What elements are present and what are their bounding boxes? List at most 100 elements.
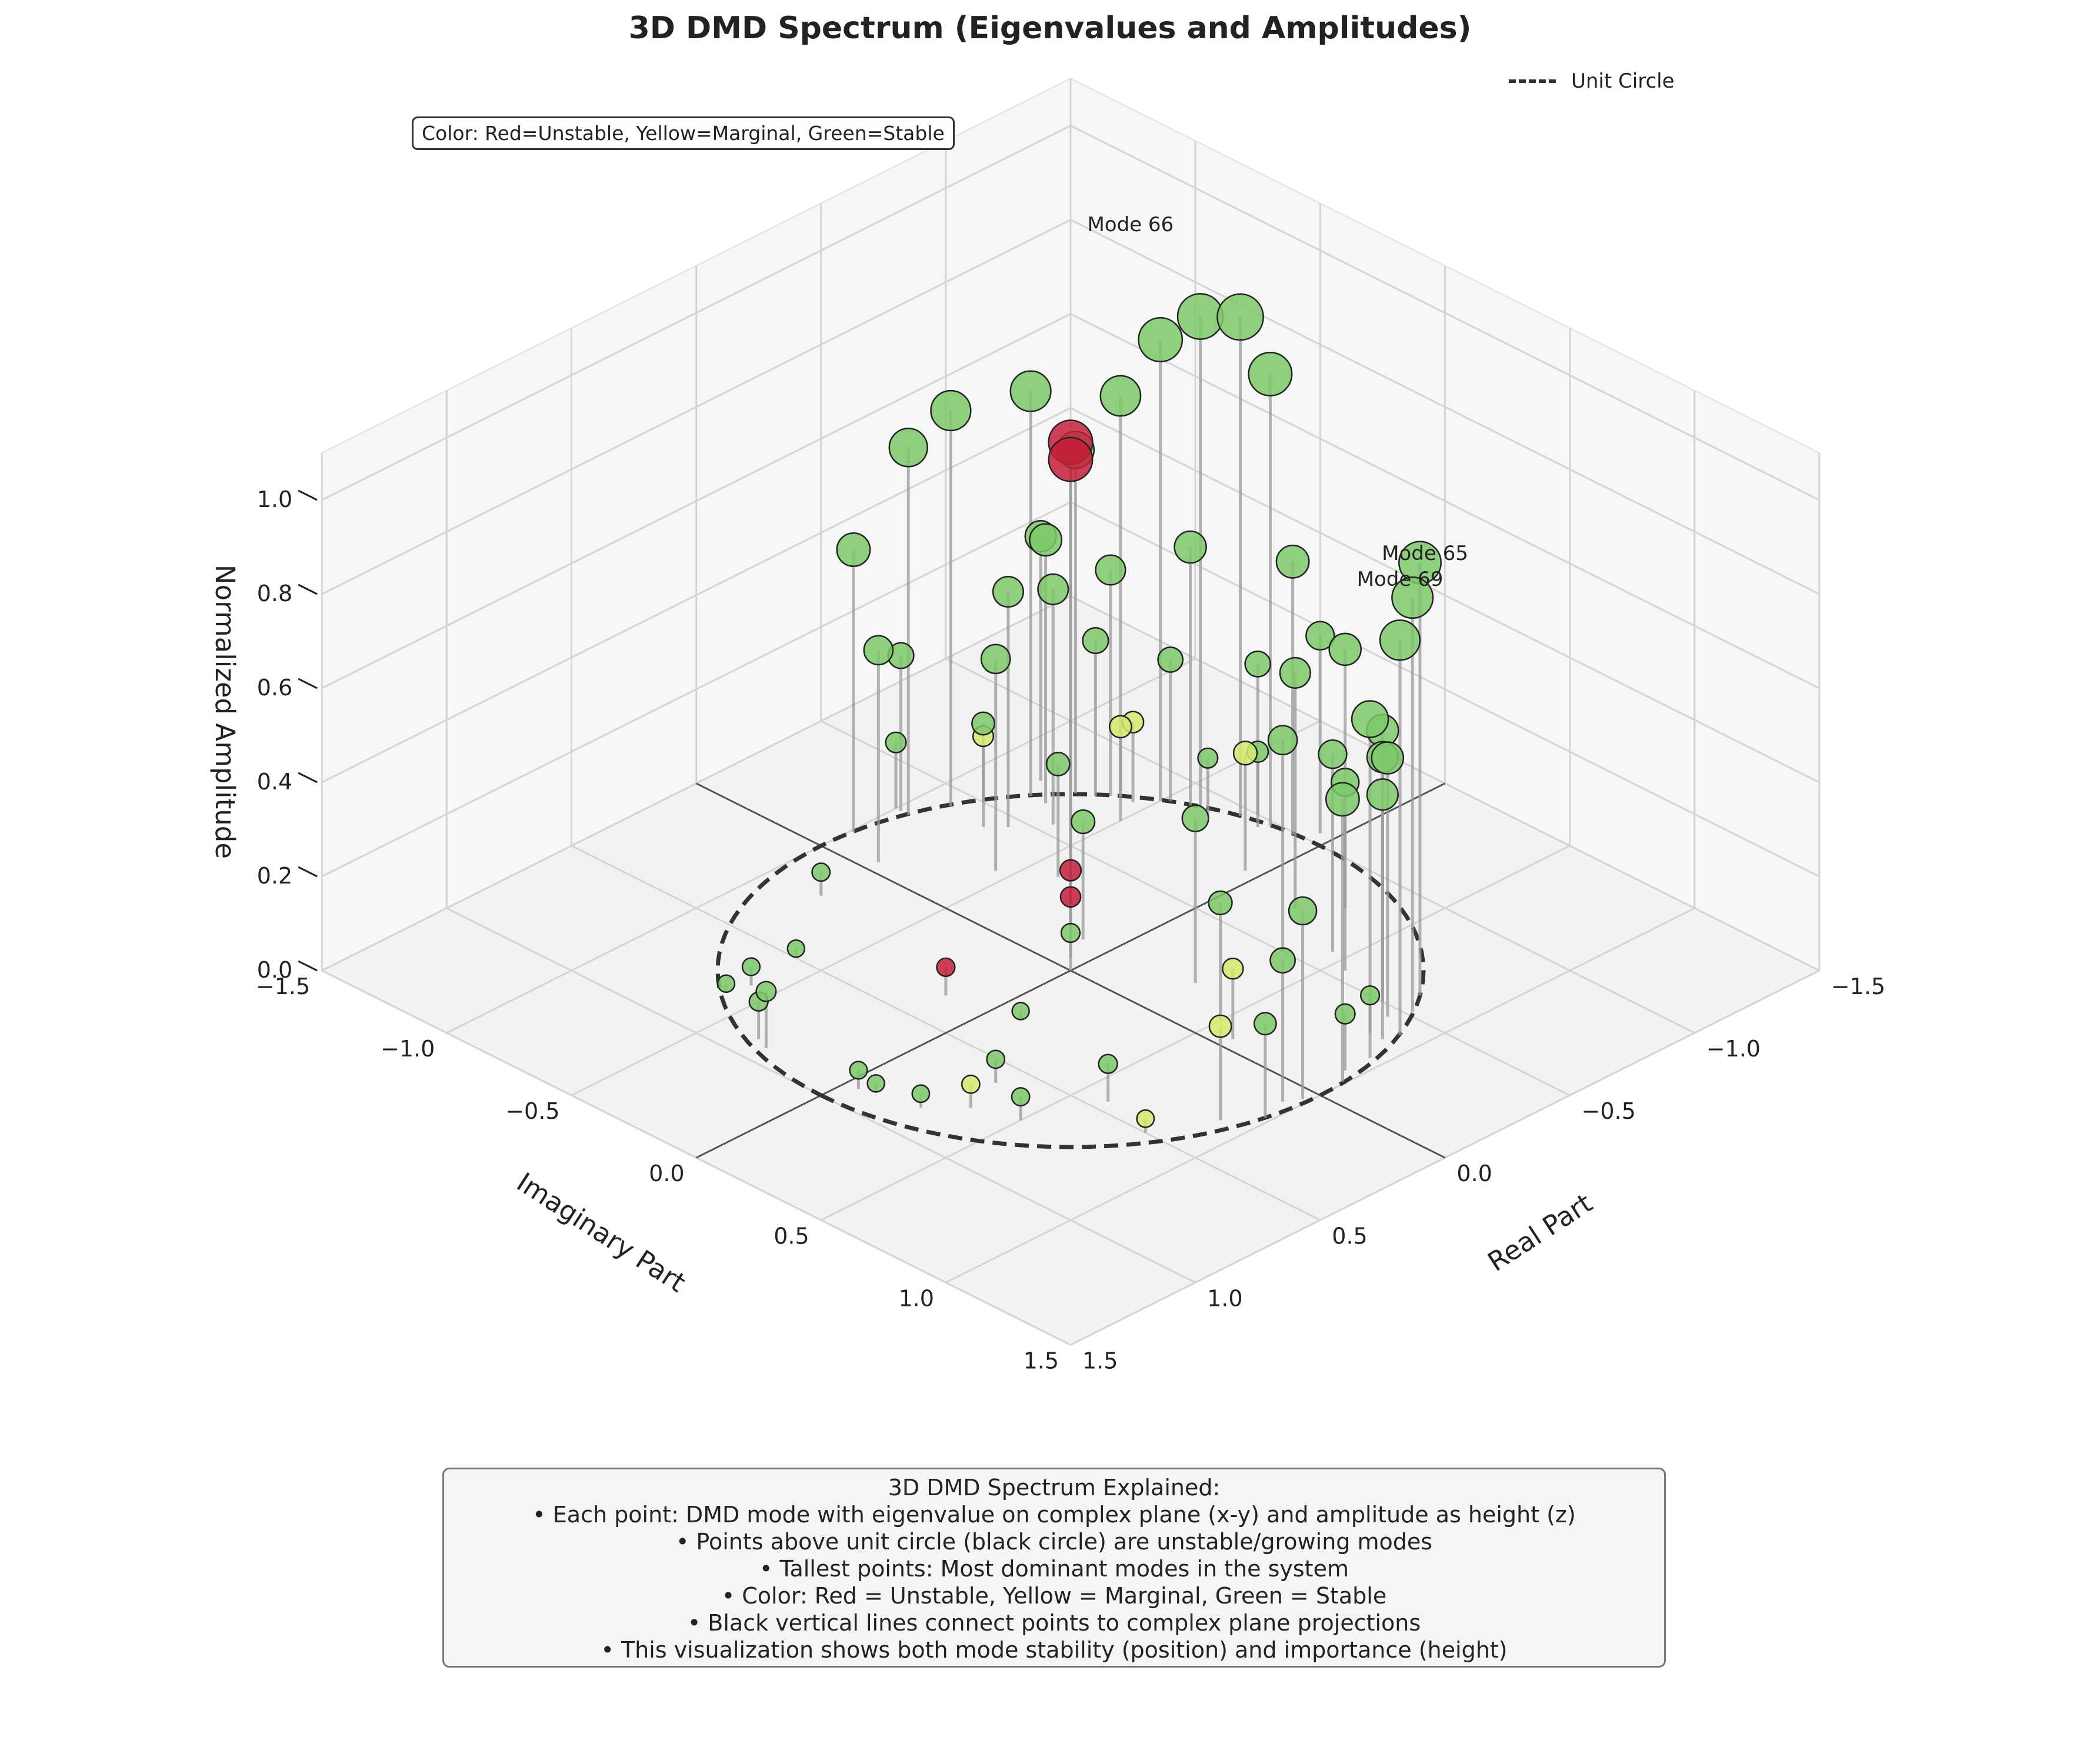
data-point xyxy=(863,635,894,666)
y-tick-label: −1.0 xyxy=(381,1036,435,1062)
unit-circle-line xyxy=(715,792,1426,1149)
data-point xyxy=(1157,646,1184,673)
data-point xyxy=(1366,778,1399,811)
data-point xyxy=(866,1074,885,1093)
data-points xyxy=(716,293,1442,1128)
z-tick-mark xyxy=(298,678,318,689)
grid-line xyxy=(321,125,1071,501)
data-point xyxy=(986,1049,1006,1069)
data-point xyxy=(1060,922,1081,943)
z-tick-mark xyxy=(298,489,318,501)
explanation-heading: 3D DMD Spectrum Explained: xyxy=(888,1475,1221,1501)
z-tick-label: 0.8 xyxy=(257,581,292,606)
data-point xyxy=(1138,317,1184,362)
grid-line xyxy=(1070,313,1820,689)
data-point xyxy=(961,1074,981,1094)
data-point xyxy=(1037,573,1069,605)
grid-line xyxy=(321,407,1071,784)
y-tick-label: 1.5 xyxy=(1024,1348,1059,1373)
legend: Unit Circle xyxy=(1509,69,1675,93)
color-note: Color: Red=Unstable, Yellow=Marginal, Gr… xyxy=(412,116,955,150)
explanation-box: 3D DMD Spectrum Explained: • Each point:… xyxy=(442,1468,1666,1668)
data-point xyxy=(1391,576,1434,619)
grid-line xyxy=(1070,501,1820,878)
z-tick-label: 0.2 xyxy=(257,863,292,889)
x-tick-label: 1.5 xyxy=(1082,1348,1118,1373)
data-point xyxy=(1208,1014,1232,1038)
data-point xyxy=(980,644,1011,675)
y-tick-label: 0.0 xyxy=(649,1161,684,1186)
data-point xyxy=(911,1084,931,1103)
explanation-line: • Color: Red = Unstable, Yellow = Margin… xyxy=(721,1583,1387,1609)
mode-annotation: Mode 66 xyxy=(1087,213,1174,236)
data-point xyxy=(1098,1053,1118,1074)
data-point xyxy=(1269,947,1296,974)
mode-annotation: Mode 69 xyxy=(1357,568,1444,591)
grid-line xyxy=(321,501,1071,878)
y-tick-label: −1.5 xyxy=(256,973,310,999)
grid-line xyxy=(1070,219,1820,595)
data-point xyxy=(1045,751,1071,776)
data-point xyxy=(1371,741,1405,775)
data-point xyxy=(1174,530,1207,564)
data-point xyxy=(1011,1002,1030,1021)
data-point xyxy=(1318,739,1348,769)
data-point xyxy=(1305,621,1335,651)
data-point xyxy=(930,389,972,432)
z-tick-mark xyxy=(298,960,318,972)
data-point xyxy=(885,731,907,754)
data-point xyxy=(1253,1012,1277,1036)
data-point xyxy=(1099,375,1142,417)
x-axis-label: Real Part xyxy=(1482,1187,1598,1277)
y-tick-label: −0.5 xyxy=(505,1098,559,1124)
data-point xyxy=(1288,896,1318,926)
data-point xyxy=(1059,859,1082,882)
z-tick-mark xyxy=(298,866,318,878)
x-tick-label: 0.0 xyxy=(1456,1161,1492,1186)
data-point xyxy=(1181,804,1209,832)
z-tick-label: 1.0 xyxy=(257,486,292,512)
data-point xyxy=(1275,544,1310,579)
x-tick-label: 0.5 xyxy=(1332,1223,1367,1249)
data-point xyxy=(1359,985,1381,1006)
grid-line xyxy=(1070,407,1820,784)
data-point xyxy=(1222,957,1244,980)
data-point xyxy=(1244,650,1272,678)
legend-label: Unit Circle xyxy=(1571,69,1675,93)
data-point xyxy=(1108,715,1132,739)
data-point xyxy=(1208,890,1233,916)
z-tick-label: 0.4 xyxy=(257,769,292,795)
data-point xyxy=(992,575,1024,608)
data-point xyxy=(716,974,736,993)
x-tick-label: −0.5 xyxy=(1582,1098,1636,1124)
data-point xyxy=(1029,523,1063,557)
data-point xyxy=(1009,370,1052,412)
data-point xyxy=(1334,1003,1356,1025)
data-point xyxy=(1176,293,1224,340)
y-tick-label: 0.5 xyxy=(774,1223,809,1249)
x-tick-label: −1.0 xyxy=(1706,1036,1761,1062)
data-point xyxy=(836,532,871,567)
data-point xyxy=(1197,747,1219,769)
grid-line xyxy=(321,219,1071,595)
data-point xyxy=(1136,1109,1155,1128)
explanation-line: • Each point: DMD mode with eigenvalue o… xyxy=(532,1502,1576,1528)
data-point xyxy=(936,957,956,978)
y-tick-label: 1.0 xyxy=(898,1285,934,1311)
data-point xyxy=(786,939,806,958)
data-point xyxy=(1379,619,1421,661)
z-axis-label: Normalized Amplitude xyxy=(209,565,241,859)
data-point xyxy=(971,711,995,736)
data-point xyxy=(741,957,761,976)
mode-annotation: Mode 65 xyxy=(1382,542,1468,565)
z-tick-mark xyxy=(298,584,318,595)
z-tick-label: 0.0 xyxy=(257,957,292,983)
data-point xyxy=(1011,1087,1031,1107)
data-point xyxy=(1232,741,1258,766)
data-point xyxy=(1328,632,1362,666)
data-point xyxy=(1048,436,1094,482)
data-point xyxy=(849,1061,868,1080)
data-point xyxy=(1325,782,1360,817)
data-point xyxy=(1095,554,1126,586)
data-point xyxy=(1216,293,1264,341)
